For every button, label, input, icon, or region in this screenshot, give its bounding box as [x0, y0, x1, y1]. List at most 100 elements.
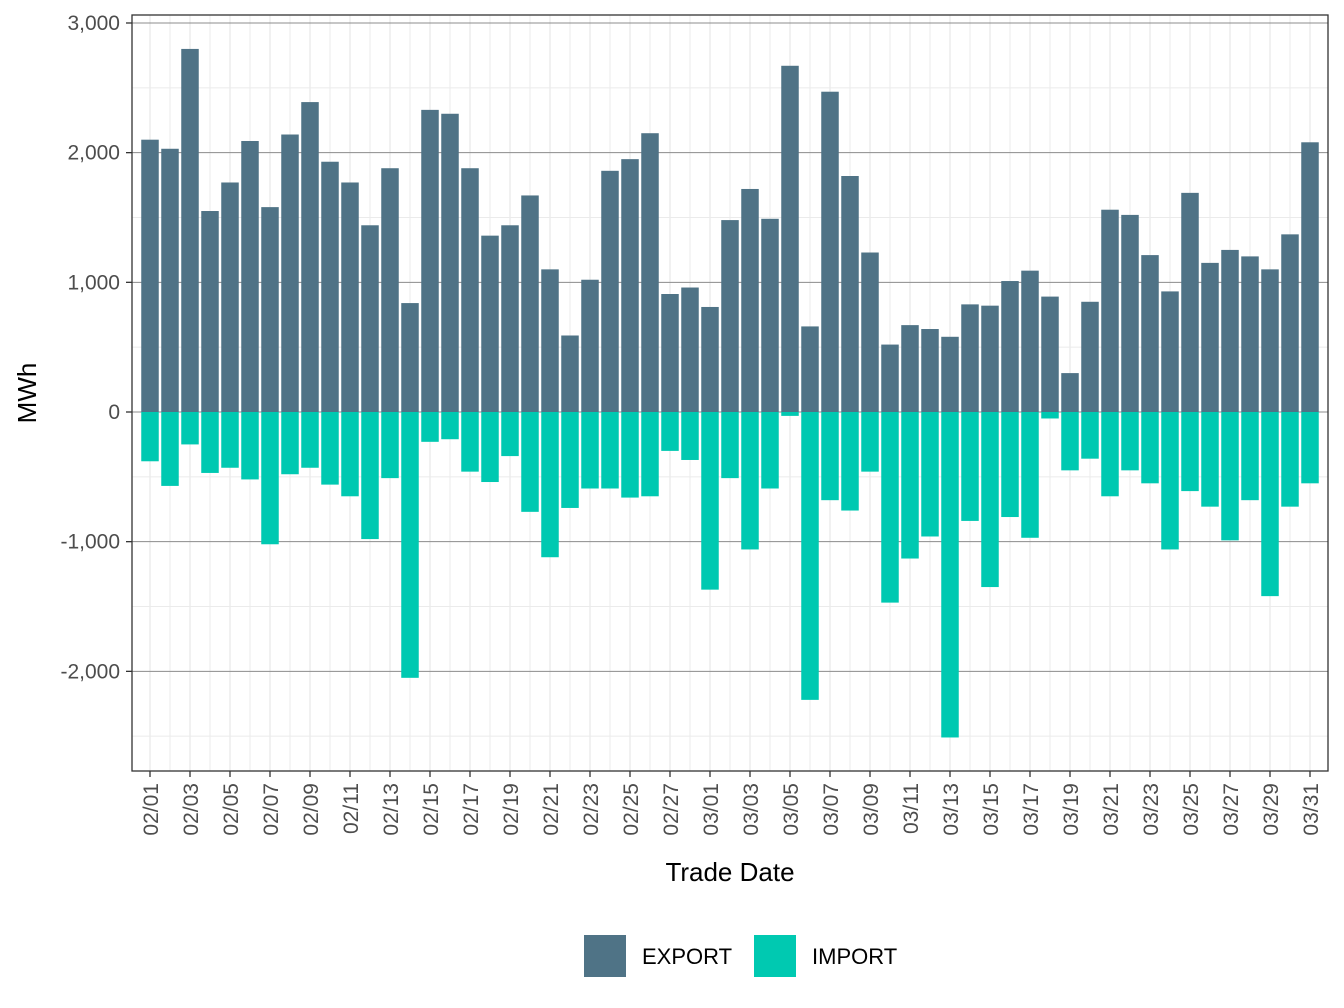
y-axis-title: MWh [12, 363, 42, 424]
import-bar [921, 412, 939, 537]
x-tick-label: 03/27 [1220, 783, 1243, 836]
x-tick-label: 03/15 [980, 783, 1003, 836]
export-bar [821, 91, 839, 413]
y-tick-label: -2,000 [60, 660, 120, 683]
export-bar [981, 305, 999, 412]
x-tick-label: 03/07 [820, 783, 843, 836]
export-bar [341, 182, 359, 412]
export-bar [1281, 234, 1299, 412]
import-bar [481, 412, 499, 483]
x-tick-label: 03/05 [780, 783, 803, 836]
x-tick-label: 02/25 [620, 783, 643, 836]
import-bar [1181, 412, 1199, 492]
x-axis-title: Trade Date [665, 857, 794, 887]
import-bar [761, 412, 779, 489]
x-tick-label: 03/11 [900, 783, 923, 834]
export-bar [401, 303, 419, 412]
export-bar [481, 235, 499, 412]
import-bar [1081, 412, 1099, 459]
export-bar [1161, 291, 1179, 412]
import-bar [381, 412, 399, 479]
x-tick-label: 02/23 [580, 783, 603, 836]
y-tick-label: 0 [108, 401, 120, 424]
import-bar [361, 412, 379, 540]
export-bar [321, 161, 339, 412]
export-bar [1181, 192, 1199, 412]
export-bar [961, 304, 979, 412]
x-tick-label: 03/23 [1140, 783, 1163, 836]
legend-key-export [584, 935, 626, 977]
x-tick-label: 03/13 [940, 783, 963, 836]
x-tick-label: 02/01 [140, 783, 163, 836]
import-bar [1261, 412, 1279, 597]
export-bar [1301, 142, 1319, 412]
x-axis: 02/01 02/03 02/05 02/07 02/09 02/11 02/13 02/15… [140, 771, 1323, 836]
import-bar [901, 412, 919, 559]
export-bar [901, 325, 919, 412]
y-tick-label: 2,000 [67, 142, 120, 165]
x-tick-label: 03/25 [1180, 783, 1203, 836]
import-bar [721, 412, 739, 479]
export-bar [441, 113, 459, 412]
x-tick-label: 02/21 [540, 783, 563, 836]
x-tick-label: 02/07 [260, 783, 283, 836]
x-tick-label: 02/03 [180, 783, 203, 836]
import-bar [741, 412, 759, 550]
x-tick-label: 02/13 [380, 783, 403, 836]
import-bar [981, 412, 999, 588]
y-tick-label: -1,000 [60, 531, 120, 554]
x-tick-label: 02/27 [660, 783, 683, 836]
import-bar [1281, 412, 1299, 507]
export-bar [1201, 262, 1219, 412]
import-bar [581, 412, 599, 489]
import-bar [1201, 412, 1219, 507]
import-bar [501, 412, 519, 457]
export-bar [701, 306, 719, 412]
import-bar [861, 412, 879, 472]
export-bar [1241, 256, 1259, 412]
import-bar [241, 412, 259, 480]
export-bar [721, 220, 739, 412]
export-bar [681, 287, 699, 412]
import-bar [1041, 412, 1059, 419]
export-bar [561, 335, 579, 412]
export-bar [421, 109, 439, 412]
export-bar [181, 48, 199, 412]
bar-series [141, 48, 1319, 738]
import-bar [1161, 412, 1179, 550]
export-bar [641, 133, 659, 412]
import-bar [1221, 412, 1239, 541]
import-bar [781, 412, 799, 416]
import-bar [221, 412, 239, 468]
export-bar [581, 279, 599, 412]
x-tick-label: 03/01 [700, 783, 723, 836]
export-bar [741, 188, 759, 412]
x-tick-label: 03/29 [1260, 783, 1283, 836]
export-bar [1261, 269, 1279, 412]
export-bar [1141, 255, 1159, 412]
import-bar [461, 412, 479, 472]
export-bar [941, 336, 959, 412]
export-bar [1001, 281, 1019, 412]
x-tick-label: 03/21 [1100, 783, 1123, 836]
import-bar [1001, 412, 1019, 518]
import-bar [561, 412, 579, 508]
export-bar [161, 148, 179, 412]
export-bar [501, 225, 519, 412]
export-bar [1101, 209, 1119, 412]
x-tick-label: 02/17 [460, 783, 483, 836]
export-bar [761, 218, 779, 412]
import-bar [1021, 412, 1039, 538]
import-bar [441, 412, 459, 440]
x-tick-label: 02/19 [500, 783, 523, 836]
export-bar [221, 182, 239, 412]
import-bar [1141, 412, 1159, 484]
import-bar [681, 412, 699, 460]
export-bar [861, 252, 879, 412]
import-bar [661, 412, 679, 451]
import-bar [181, 412, 199, 445]
import-bar [621, 412, 639, 498]
import-bar [141, 412, 159, 462]
import-bar [421, 412, 439, 442]
